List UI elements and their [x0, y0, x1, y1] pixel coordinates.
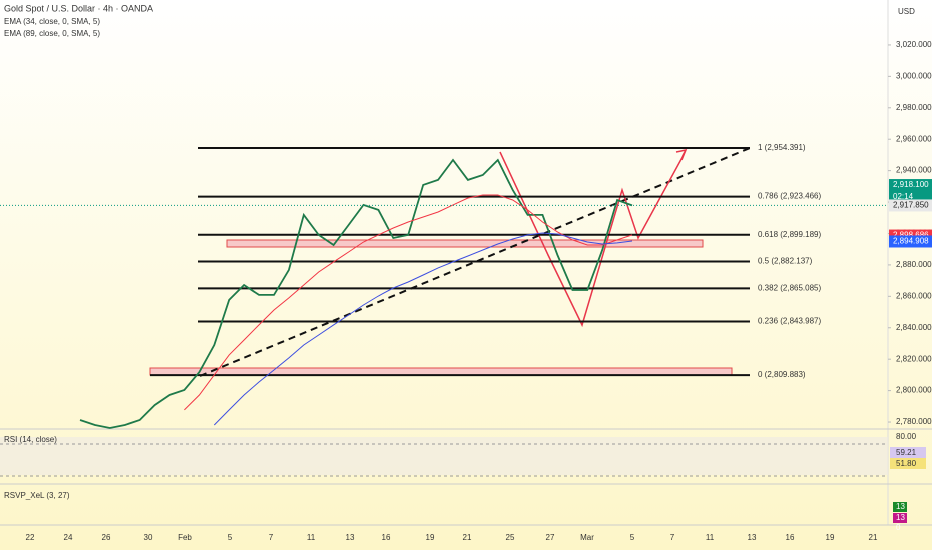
x-tick-label: 22 [26, 533, 35, 542]
indicator-label: RSI (14, close) [4, 435, 57, 444]
y-tick-label: 2,880.000 [896, 260, 932, 269]
rsi-tag: 51.80 [896, 459, 917, 468]
x-tick-label: Mar [580, 533, 594, 542]
y-tick-label: 2,840.000 [896, 323, 932, 332]
tag [893, 513, 907, 523]
x-tick-label: 25 [506, 533, 515, 542]
x-tick-label: 13 [346, 533, 355, 542]
x-tick-label: 7 [269, 533, 274, 542]
price-tag [889, 235, 932, 248]
fib-label: 0 (2,809.883) [758, 370, 806, 379]
x-tick-label: 5 [630, 533, 635, 542]
price-tag-label: 2,918.100 [893, 180, 929, 189]
indicator-label: EMA (89, close, 0, SMA, 5) [4, 29, 100, 38]
title: Gold Spot / U.S. Dollar · 4h · OANDA [4, 3, 153, 13]
price-tag [889, 179, 932, 204]
zone [149, 367, 733, 376]
trend-line [199, 147, 751, 377]
fib-label: 0.786 (2,923.466) [758, 192, 821, 201]
fib-label: 0.5 (2,882.137) [758, 257, 813, 266]
x-tick-label: 16 [382, 533, 391, 542]
indicator-label: RSVP_XeL (3, 27) [4, 491, 70, 500]
y-tick-label: 2,800.000 [896, 386, 932, 395]
fib-label: 0.618 (2,899.189) [758, 230, 821, 239]
y-tick-label: 2,940.000 [896, 166, 932, 175]
x-tick-label: 27 [546, 533, 555, 542]
rsi-tag: 59.21 [896, 448, 917, 457]
x-tick-label: 7 [670, 533, 675, 542]
rsi-tick: 80.00 [896, 432, 917, 441]
fib-label: 0.236 (2,843.987) [758, 317, 821, 326]
series-line [79, 158, 633, 429]
rsi-band [0, 437, 888, 475]
tag [890, 458, 926, 469]
countdown: 02:14 [893, 192, 914, 201]
x-tick-label: 13 [748, 533, 757, 542]
x-tick-label: 16 [786, 533, 795, 542]
y-tick-label: 3,020.000 [896, 40, 932, 49]
indicator-label: EMA (34, close, 0, SMA, 5) [4, 17, 100, 26]
rsvp-tag: 0 [896, 523, 901, 532]
y-tick-label: 2,980.000 [896, 103, 932, 112]
x-tick-label: 11 [706, 533, 715, 542]
x-tick-label: 11 [307, 533, 316, 542]
x-tick-label: 21 [463, 533, 472, 542]
x-tick-label: 5 [228, 533, 233, 542]
zone [226, 239, 704, 248]
x-tick-label: 26 [102, 533, 111, 542]
price-tag-label: 2,898.686 [893, 231, 929, 240]
y-tick-label: 2,860.000 [896, 291, 932, 300]
y-tick-label: 3,000.000 [896, 71, 932, 80]
y-tick-label: 2,820.000 [896, 354, 932, 363]
rsvp-tag: 13 [896, 513, 905, 522]
arrow-head [675, 148, 688, 161]
series-line [184, 194, 633, 411]
x-tick-label: 24 [64, 533, 73, 542]
x-tick-label: Feb [178, 533, 192, 542]
x-tick-label: 19 [826, 533, 835, 542]
price-tag [889, 199, 932, 212]
x-tick-label: 30 [144, 533, 153, 542]
rsvp-tag: 13 [896, 502, 905, 511]
projection [499, 149, 687, 328]
price-tag-label: 2,894.908 [893, 237, 929, 246]
fib-label: 1 (2,954.391) [758, 143, 806, 152]
tag [893, 502, 907, 512]
x-tick-label: 19 [426, 533, 435, 542]
series-line [213, 232, 633, 426]
y-tick-label: 2,960.000 [896, 134, 932, 143]
price-tag-label: 2,917.850 [893, 201, 929, 210]
x-tick-label: 21 [869, 533, 878, 542]
fib-label: 0.382 (2,865.085) [758, 283, 821, 292]
tag [890, 447, 926, 458]
y-tick-label: 2,780.000 [896, 417, 932, 426]
currency: USD [898, 7, 915, 16]
